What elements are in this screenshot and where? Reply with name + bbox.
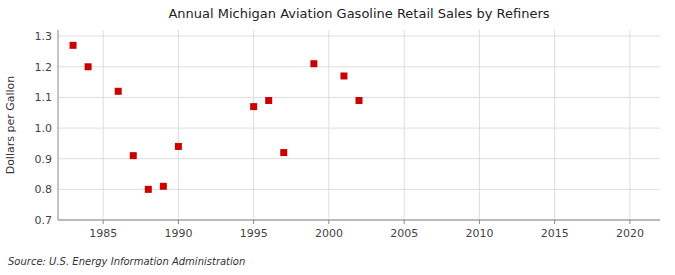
grid-line xyxy=(58,66,660,67)
tick-label: 2015 xyxy=(541,227,569,240)
point xyxy=(130,152,137,159)
axis-label: Dollars per Gallon xyxy=(4,76,17,175)
tick-label: 1990 xyxy=(164,227,192,240)
point xyxy=(160,183,167,190)
tick-label: 2000 xyxy=(315,227,343,240)
source-note: Source: U.S. Energy Information Administ… xyxy=(8,256,245,267)
tick-mark xyxy=(629,220,630,224)
title: Annual Michigan Aviation Gasoline Retail… xyxy=(168,6,549,21)
grid-line xyxy=(178,30,179,220)
grid-line xyxy=(554,30,555,220)
point xyxy=(280,149,287,156)
point xyxy=(265,97,272,104)
point xyxy=(175,143,182,150)
point xyxy=(145,186,152,193)
tick-label: 1.3 xyxy=(35,30,53,43)
grid-line xyxy=(58,220,660,221)
tick-mark xyxy=(479,220,480,224)
tick-label: 2010 xyxy=(465,227,493,240)
point xyxy=(115,88,122,95)
tick-label: 1985 xyxy=(89,227,117,240)
grid-line xyxy=(328,30,329,220)
chart: Annual Michigan Aviation Gasoline Retail… xyxy=(0,0,675,275)
tick-label: 1.2 xyxy=(35,61,53,74)
point xyxy=(356,97,363,104)
tick-mark xyxy=(554,220,555,224)
point xyxy=(70,42,77,49)
point xyxy=(85,63,92,70)
tick-label: 0.9 xyxy=(35,153,53,166)
tick-label: 2020 xyxy=(616,227,644,240)
grid-line xyxy=(58,128,660,129)
grid-line xyxy=(479,30,480,220)
point xyxy=(250,103,257,110)
grid-line xyxy=(58,158,660,159)
tick-label: 0.7 xyxy=(35,214,53,227)
grid-line xyxy=(58,36,660,37)
tick-label: 1995 xyxy=(240,227,268,240)
tick-label: 1.0 xyxy=(35,122,53,135)
tick-mark xyxy=(178,220,179,224)
y-axis xyxy=(58,30,59,220)
tick-label: 1.1 xyxy=(35,91,53,104)
points xyxy=(70,42,363,193)
grid-line xyxy=(404,30,405,220)
tick-mark xyxy=(253,220,254,224)
tick-label: 2005 xyxy=(390,227,418,240)
grid-line xyxy=(253,30,254,220)
x-axis xyxy=(58,220,660,221)
point xyxy=(340,72,347,79)
tick-mark xyxy=(328,220,329,224)
grid-line xyxy=(103,30,104,220)
tick-mark xyxy=(103,220,104,224)
point xyxy=(310,60,317,67)
tick-label: 0.8 xyxy=(35,183,53,196)
grid-line xyxy=(629,30,630,220)
tick-mark xyxy=(404,220,405,224)
